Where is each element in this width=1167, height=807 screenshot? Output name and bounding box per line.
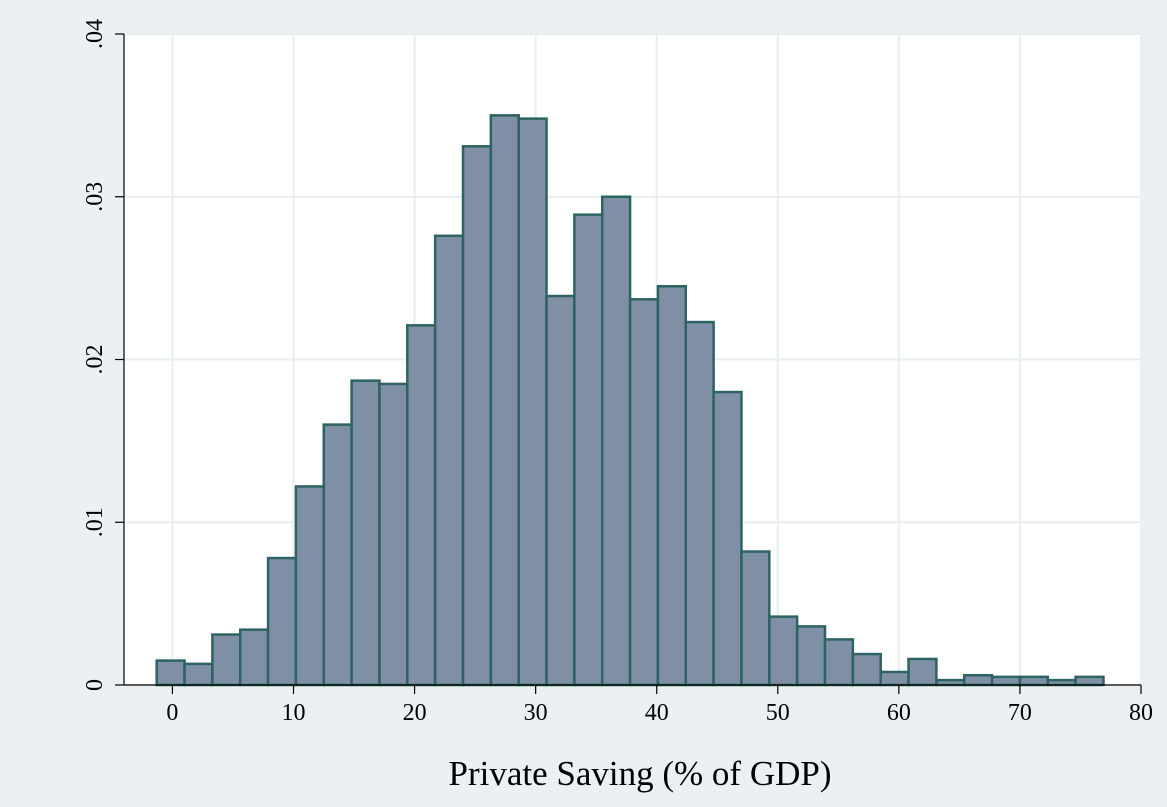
histogram-bar xyxy=(1074,675,1105,687)
x-tick-label: 50 xyxy=(766,700,790,726)
histogram-bar xyxy=(433,234,465,687)
histogram-bar xyxy=(935,678,966,687)
y-tick-label: .04 xyxy=(82,19,108,49)
histogram-bar xyxy=(545,294,576,687)
histogram-bar xyxy=(795,625,827,687)
histogram-bar xyxy=(350,379,381,687)
histogram-bar xyxy=(211,633,242,687)
x-tick-label: 30 xyxy=(524,700,548,726)
histogram-bar xyxy=(628,298,660,687)
x-tick-label: 10 xyxy=(282,700,306,726)
histogram-bar xyxy=(907,657,938,687)
histogram-bar xyxy=(266,556,298,687)
histogram-bar xyxy=(879,670,910,687)
histogram-bar xyxy=(406,324,437,687)
histogram-bar xyxy=(489,114,520,687)
histogram-bars xyxy=(155,114,1105,687)
x-tick-label: 80 xyxy=(1129,700,1153,726)
histogram-bar xyxy=(322,423,353,687)
histogram-bar xyxy=(378,382,409,687)
histogram-bar xyxy=(461,145,493,687)
histogram-bar xyxy=(155,659,186,687)
histogram-bar xyxy=(294,485,326,687)
x-axis-title: Private Saving (% of GDP) xyxy=(448,754,831,793)
histogram-bar xyxy=(851,652,882,687)
histogram-bar xyxy=(1046,678,1077,687)
x-tick-label: 0 xyxy=(166,700,178,726)
y-tick-label: 0 xyxy=(82,679,108,691)
y-tick-label: .02 xyxy=(82,345,108,375)
x-tick-label: 40 xyxy=(645,700,669,726)
histogram-bar xyxy=(1018,675,1050,687)
x-tick-label: 60 xyxy=(887,700,911,726)
histogram-bar xyxy=(740,550,771,687)
histogram-bar xyxy=(684,320,715,687)
histogram-bar xyxy=(823,638,855,687)
histogram-bar xyxy=(990,675,1022,687)
histogram-bar xyxy=(712,390,743,687)
histogram-bar xyxy=(768,615,799,687)
histogram-bar xyxy=(962,673,994,687)
histogram-bar xyxy=(238,628,270,687)
histogram-bar xyxy=(517,117,548,687)
histogram-bar xyxy=(600,195,632,687)
histogram-bar xyxy=(656,285,688,687)
x-tick-label: 20 xyxy=(403,700,427,726)
ticks: 0 10 20 30 40 50 60 70 80 0 .01 .02 .03 .04 xyxy=(82,19,1153,726)
histogram-bar xyxy=(573,213,604,687)
y-tick-label: .03 xyxy=(82,182,108,212)
y-tick-label: .01 xyxy=(82,507,108,537)
x-tick-label: 70 xyxy=(1008,700,1032,726)
histogram-bar xyxy=(183,662,214,687)
